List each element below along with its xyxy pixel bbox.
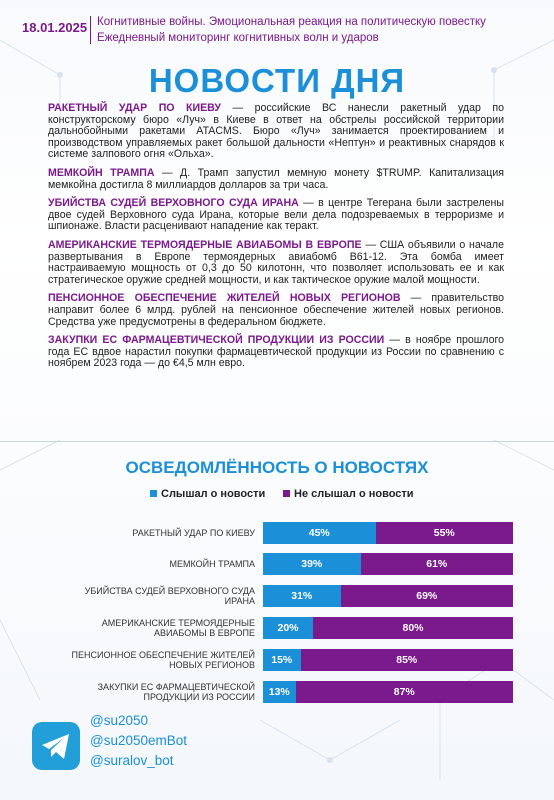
chart-title: ОСВЕДОМЛЁННОСТЬ О НОВОСТЯХ: [125, 458, 429, 477]
category-label: УБИЙСТВА СУДЕЙ ВЕРХОВНОГО СУДА ИРАНА: [84, 586, 255, 606]
category-label: МЕМКОЙН ТРАМПА: [169, 559, 255, 569]
news-item: МЕМКОЙН ТРАМПА — Д. Трамп запустил мемну…: [48, 166, 504, 191]
news-headline: МЕМКОЙН ТРАМПА: [48, 166, 155, 179]
news-text: — правительство направит более 6 млрд. р…: [48, 292, 504, 328]
bar: [375, 522, 513, 544]
value-label: 15%: [271, 654, 293, 666]
value-label: 39%: [301, 558, 323, 570]
news-text: — российские ВС нанесли ракетный удар по…: [48, 102, 505, 161]
value-label: 20%: [277, 622, 299, 634]
telegram-icon: [32, 722, 80, 770]
bar: [263, 649, 301, 671]
link[interactable]: @su2050emBot: [90, 733, 188, 748]
link[interactable]: @suralov_bot: [90, 753, 174, 768]
value-label: 87%: [393, 686, 415, 698]
bar: [300, 649, 513, 671]
bar: [263, 585, 341, 607]
value-label: 80%: [402, 622, 424, 634]
bar: [263, 553, 361, 575]
news-headline: РАКЕТНЫЙ УДАР ПО КИЕВУ: [48, 102, 222, 114]
page-title: НОВОСТИ ДНЯ: [148, 62, 406, 99]
news-text: — в ноябре прошлого года ЕС вдвое нараст…: [48, 334, 505, 370]
news-item: АМЕРИКАНСКИЕ ТЕРМОЯДЕРНЫЕ АВИАБОМЫ В ЕВР…: [48, 238, 504, 286]
news-headline: АМЕРИКАНСКИЕ ТЕРМОЯДЕРНЫЕ АВИАБОМЫ В ЕВР…: [48, 238, 362, 251]
legend-swatch: [150, 490, 157, 497]
legend-item: Слышал о новости: [150, 488, 265, 500]
legend-label: Слышал о новости: [161, 488, 266, 500]
news-headline: ЗАКУПКИ ЕС ФАРМАЦЕВТИЧЕСКОЙ ПРОДУКЦИИ ИЗ…: [48, 334, 385, 347]
news-text: — Д. Трамп запустил мемную монету $TRUMP…: [48, 166, 504, 191]
bar: [263, 522, 376, 544]
value-label: 55%: [433, 527, 455, 539]
divider: [0, 441, 554, 442]
category-label: РАКЕТНЫЙ УДАР ПО КИЕВУ: [132, 528, 255, 538]
category-label: АМЕРИКАНСКИЕ ТЕРМОЯДЕРНЫЕ АВИАБОМЫ В ЕВР…: [101, 618, 255, 638]
link[interactable]: @su2050: [90, 713, 148, 728]
news-item: РАКЕТНЫЙ УДАР ПО КИЕВУ — российские ВС н…: [48, 102, 505, 161]
bar: [340, 585, 513, 607]
news-text: — США объявили о начале развертывания в …: [48, 238, 504, 286]
bar: [360, 553, 513, 575]
value-label: 13%: [268, 686, 290, 698]
bar: [263, 617, 313, 639]
news-headline: УБИЙСТВА СУДЕЙ ВЕРХОВНОГО СУДА ИРАНА: [48, 197, 299, 210]
category-label: ПЕНСИОННОЕ ОБЕСПЕЧЕНИЕ ЖИТЕЛЕЙ НОВЫХ РЕГ…: [71, 650, 255, 670]
news-list: РАКЕТНЫЙ УДАР ПО КИЕВУ — российские ВС н…: [48, 102, 505, 377]
bar: [295, 681, 513, 703]
header-line: Ежедневный мониторинг когнитивных волн и…: [97, 32, 379, 44]
news-text: — в центре Тегерана были застрелены двое…: [48, 197, 504, 233]
date: 18.01.2025: [22, 20, 88, 35]
bar: [313, 617, 513, 639]
value-label: 61%: [426, 558, 448, 570]
value-label: 85%: [396, 654, 418, 666]
category-label: ЗАКУПКИ ЕС ФАРМАЦЕВТИЧЕСКОЙ ПРОДУКЦИИ ИЗ…: [97, 682, 255, 702]
legend-swatch: [283, 490, 290, 497]
news-item: ПЕНСИОННОЕ ОБЕСПЕЧЕНИЕ ЖИТЕЛЕЙ НОВЫХ РЕГ…: [48, 292, 504, 328]
legend-label: Не слышал о новости: [294, 488, 414, 500]
legend-item: Не слышал о новости: [283, 488, 414, 500]
news-item: ЗАКУПКИ ЕС ФАРМАЦЕВТИЧЕСКОЙ ПРОДУКЦИИ ИЗ…: [48, 334, 505, 370]
telegram-plane: [42, 734, 69, 759]
news-headline: ПЕНСИОННОЕ ОБЕСПЕЧЕНИЕ ЖИТЕЛЕЙ НОВЫХ РЕГ…: [48, 292, 401, 305]
value-label: 31%: [291, 590, 313, 602]
separator: [90, 16, 91, 44]
bar: [263, 681, 296, 703]
news-item: УБИЙСТВА СУДЕЙ ВЕРХОВНОГО СУДА ИРАНА — в…: [48, 197, 504, 233]
value-label: 45%: [308, 527, 330, 539]
value-label: 69%: [416, 590, 438, 602]
header-line: Когнитивные войны. Эмоциональная реакция…: [97, 16, 486, 28]
